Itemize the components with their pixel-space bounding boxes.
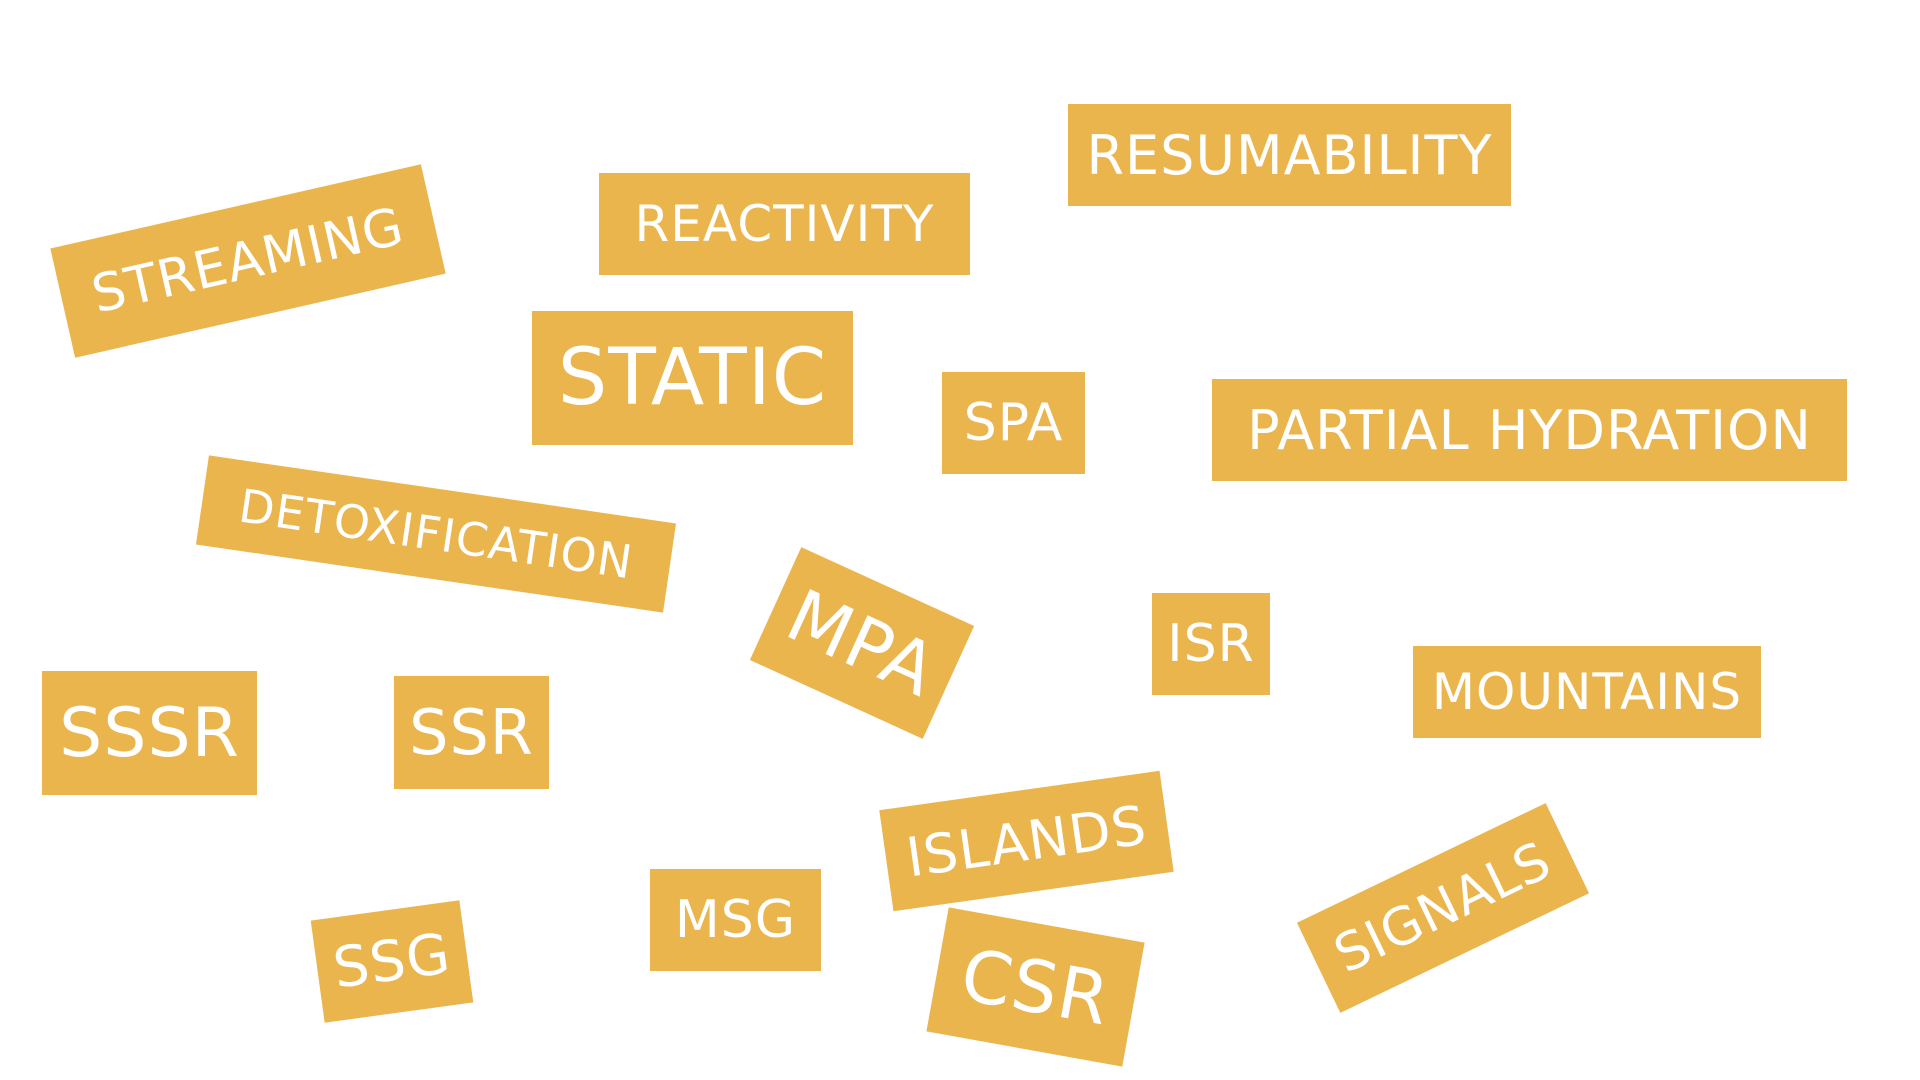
- tag-reactivity: REACTIVITY: [599, 173, 970, 275]
- tag-csr: CSR: [926, 907, 1145, 1067]
- tag-msg: MSG: [650, 869, 821, 971]
- tag-spa: SPA: [942, 372, 1085, 474]
- tag-isr: ISR: [1152, 593, 1270, 695]
- tag-mpa: MPA: [749, 547, 975, 739]
- tag-islands: ISLANDS: [879, 770, 1174, 912]
- tag-sssr: SSSR: [42, 671, 257, 795]
- tag-mountains: MOUNTAINS: [1413, 646, 1761, 738]
- tag-signals: SIGNALS: [1296, 803, 1590, 1013]
- tag-partial-hydration: PARTIAL HYDRATION: [1212, 379, 1847, 481]
- tag-ssr: SSR: [394, 676, 549, 789]
- tag-resumability: RESUMABILITY: [1068, 104, 1511, 206]
- tag-static: STATIC: [532, 311, 853, 445]
- tag-ssg: SSG: [310, 900, 474, 1023]
- tag-streaming: STREAMING: [50, 164, 446, 358]
- tag-detoxification: DETOXIFICATION: [195, 455, 677, 613]
